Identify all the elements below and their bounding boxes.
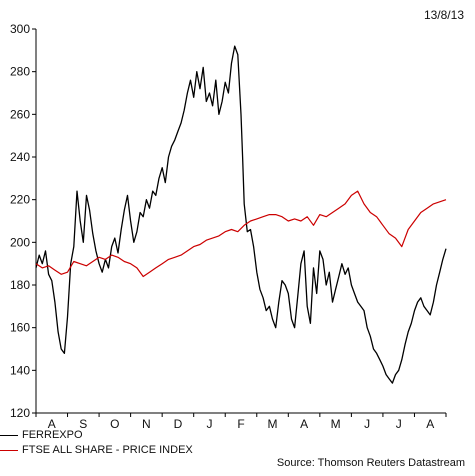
series-line-ferrexpo: [35, 45, 447, 384]
legend-item-ferrexpo: FERREXPO: [0, 428, 193, 443]
x-tick-label: A: [300, 417, 308, 431]
y-tick-label: 160: [10, 321, 30, 335]
y-tick-label: 240: [10, 150, 30, 164]
legend-item-ftse: FTSE ALL SHARE - PRICE INDEX: [0, 443, 193, 458]
x-tick-label: M: [331, 417, 341, 431]
legend-swatch-ftse: [0, 450, 18, 451]
y-tick-label: 220: [10, 193, 30, 207]
y-tick-label: 260: [10, 107, 30, 121]
x-tick-label: M: [268, 417, 278, 431]
y-tick-label: 140: [10, 363, 30, 377]
x-tick-label: A: [48, 417, 56, 431]
x-tick-label: F: [237, 417, 244, 431]
y-tick-label: 300: [10, 22, 30, 36]
y-tick-label: 200: [10, 235, 30, 249]
x-tick-label: N: [142, 417, 151, 431]
x-tick-label: J: [396, 417, 402, 431]
legend-label-ftse: FTSE ALL SHARE - PRICE INDEX: [22, 444, 193, 456]
chart-legend: FERREXPO FTSE ALL SHARE - PRICE INDEX: [0, 428, 193, 458]
legend-swatch-ferrexpo: [0, 435, 18, 436]
x-tick-label: J: [206, 417, 212, 431]
x-tick-label: A: [426, 417, 434, 431]
chart-date-label: 13/8/13: [423, 8, 464, 22]
x-tick-label: D: [174, 417, 183, 431]
chart-axes: [35, 29, 446, 414]
y-tick-label: 120: [10, 406, 30, 420]
y-tick-label: 280: [10, 65, 30, 79]
x-tick-label: O: [110, 417, 119, 431]
x-tick-label: S: [79, 417, 87, 431]
series-line-ftse: [35, 190, 447, 278]
source-note: Source: Thomson Reuters Datastream: [276, 457, 465, 469]
legend-label-ferrexpo: FERREXPO: [22, 429, 83, 441]
y-tick-label: 180: [10, 278, 30, 292]
x-tick-label: J: [364, 417, 370, 431]
